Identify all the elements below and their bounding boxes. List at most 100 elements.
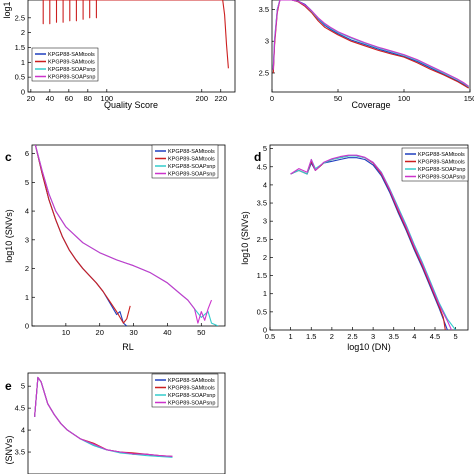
y-tick-label: 4 xyxy=(263,180,267,189)
series-line-kpgp89-soapsnp xyxy=(34,145,213,324)
x-tick-label: 2 xyxy=(330,332,334,341)
panel-e: 3.5 4 4.5 5 (SNVs) e KPGP88-SAMtools KPGP89-SAM… xyxy=(4,372,226,474)
x-tick-label: 220 xyxy=(214,94,227,103)
y-tick-label: 3.5 xyxy=(259,5,269,14)
y-tick-label: 3.5 xyxy=(15,448,25,457)
plot-frame xyxy=(27,0,236,93)
x-tick-label: 3 xyxy=(371,332,375,341)
series-group xyxy=(290,154,457,330)
legend-entry: KPGP88-SAMtools xyxy=(168,149,215,155)
y-tick-label: 6 xyxy=(25,149,29,158)
legend-entry: KPGP88-SOAPsnp xyxy=(48,67,95,73)
x-tick-label: 30 xyxy=(129,328,137,337)
legend-entry: KPGP89-SOAPsnp xyxy=(418,175,465,181)
series-line-kpgp89-samtools xyxy=(34,145,131,324)
y-tick-label: 5 xyxy=(25,178,29,187)
x-tick-label: 5 xyxy=(454,332,458,341)
x-tick-label: 40 xyxy=(163,328,171,337)
series-line-kpgp89-soapsnp xyxy=(34,376,173,457)
x-axis-label: log10 (DN) xyxy=(347,342,391,352)
x-tick-label: 4 xyxy=(412,332,416,341)
x-tick-label: 40 xyxy=(46,94,54,103)
series-line-kpgp88-soapsnp xyxy=(272,0,470,88)
y-tick-label: 3 xyxy=(263,217,267,226)
y-axis-label: (SNVs) xyxy=(4,435,14,464)
x-tick-label: 200 xyxy=(196,94,209,103)
y-tick-label: 2 xyxy=(21,28,25,37)
legend-entry: KPGP89-SAMtools xyxy=(48,60,95,66)
legend-entry: KPGP89-SOAPsnp xyxy=(48,75,95,81)
y-tick-label: 2 xyxy=(263,253,267,262)
legend-entry: KPGP89-SAMtools xyxy=(168,386,215,392)
x-tick-label: 10 xyxy=(62,328,70,337)
panel-d: 0.5 1 1.5 2 2.5 3 3.5 4 4.5 500.511.522.533.544.5… xyxy=(240,144,469,352)
panel-a: 20 40 60 80 100 200 220 0 0.5 1 1.5 2 2.5 Quality Sco… xyxy=(2,0,236,110)
y-tick-label: 0 xyxy=(21,88,25,97)
legend-entry: KPGP88-SAMtools xyxy=(418,152,465,158)
y-axis-label: log10 (SNVs) xyxy=(4,209,14,263)
series-line-kpgp89-soapsnp xyxy=(290,154,453,330)
x-tick-label: 100 xyxy=(101,94,114,103)
x-tick-label: 3.5 xyxy=(389,332,399,341)
series-group xyxy=(42,0,229,69)
x-tick-label: 50 xyxy=(197,328,205,337)
y-tick-label: 4 xyxy=(25,207,29,216)
y-tick-label: 1 xyxy=(25,293,29,302)
series-group xyxy=(272,0,470,89)
y-tick-label: 0 xyxy=(263,326,267,335)
legend: KPGP88-SAMtools KPGP89-SAMtoolsKPGP88-SOA… xyxy=(401,147,469,182)
series-line-kpgp88-samtools xyxy=(272,0,469,89)
y-tick-label: 1 xyxy=(263,289,267,298)
x-tick-label: 1 xyxy=(289,332,293,341)
y-tick-label: 4.5 xyxy=(257,162,267,171)
y-tick-label: 5 xyxy=(263,144,267,153)
y-tick-label: 0.5 xyxy=(257,307,267,316)
x-tick-label: 100 xyxy=(398,94,411,103)
legend-entry: KPGP88-SOAPsnp xyxy=(418,167,465,173)
y-axis-label: log1 xyxy=(2,1,12,18)
panel-letter: d xyxy=(254,150,261,164)
x-tick-label: 20 xyxy=(96,328,104,337)
x-tick-label: 1.5 xyxy=(306,332,316,341)
legend-entry: KPGP88-SOAPsnp xyxy=(168,393,215,399)
y-tick-label: 5 xyxy=(21,382,25,391)
series-line-kpgp88-soapsnp xyxy=(290,155,457,330)
x-tick-label: 2.5 xyxy=(347,332,357,341)
legend-entry: KPGP88-SAMtools xyxy=(48,52,95,58)
legend-entry: KPGP89-SAMtools xyxy=(418,160,465,166)
panel-b: 0 50 100 150 2.5 3 3.5 Coverage xyxy=(259,0,474,110)
legend-entry: KPGP89-SOAPsnp xyxy=(168,401,215,407)
y-tick-label: 0 xyxy=(25,322,29,331)
legend-entry: KPGP88-SOAPsnp xyxy=(168,164,215,170)
x-tick-label: 4.5 xyxy=(430,332,440,341)
y-tick-label: 4.5 xyxy=(15,404,25,413)
series-group xyxy=(34,145,219,326)
series-line-kpgp88-samtools xyxy=(34,145,128,326)
y-tick-label: 1 xyxy=(21,58,25,67)
legend: KPGP88-SAMtools KPGP89-SAMtoolsKPGP88-SOA… xyxy=(151,144,219,179)
x-tick-label: 0 xyxy=(270,94,274,103)
y-tick-label: 3.5 xyxy=(257,199,267,208)
y-tick-label: 1.5 xyxy=(257,271,267,280)
y-tick-label: 2.5 xyxy=(259,68,269,77)
panel-letter: c xyxy=(5,150,12,164)
x-tick-label: 50 xyxy=(334,94,342,103)
x-axis-label: Coverage xyxy=(351,100,390,110)
y-tick-label: 1.5 xyxy=(15,43,25,52)
plot-frame xyxy=(27,372,226,474)
plot-frame xyxy=(271,0,471,93)
series-line-kpgp88-samtools xyxy=(290,157,448,330)
y-tick-label: 3 xyxy=(25,235,29,244)
legend: KPGP88-SAMtools KPGP89-SAMtoolsKPGP88-SOA… xyxy=(151,373,219,408)
series-line-kpgp89-soapsnp xyxy=(272,0,470,87)
series-line-kpgp89-samtools xyxy=(272,0,469,89)
y-axis-label: log10 (SNVs) xyxy=(240,211,250,265)
x-axis-label: RL xyxy=(122,342,134,352)
y-tick-label: 4 xyxy=(21,426,25,435)
x-tick-label: 20 xyxy=(27,94,35,103)
y-tick-label: 2.5 xyxy=(257,235,267,244)
y-tick-label: 2 xyxy=(25,264,29,273)
y-tick-label: 3 xyxy=(265,37,269,46)
panel-c: 10 20 30 40 50 0 1 2 3 4 5 6 RL log10 (SNVs) c KPGP88-S… xyxy=(4,144,226,352)
